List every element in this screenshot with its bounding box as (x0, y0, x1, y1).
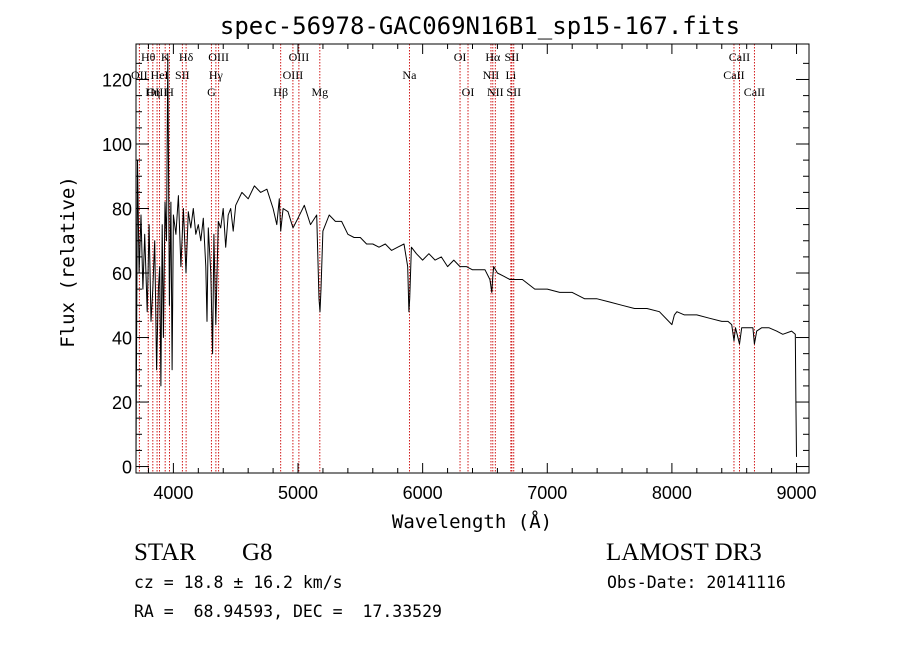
line-marker-label-25: CaII (729, 50, 750, 64)
line-marker-label-14: Hβ (273, 85, 288, 99)
line-marker-label-24: SII (506, 85, 521, 99)
object-subclass: G8 (242, 539, 273, 566)
x-tick-label-5: 9000 (777, 483, 817, 503)
plot-frame (135, 43, 810, 474)
line-marker-label-6: SII (175, 68, 190, 82)
spectrum-chart: spec-56978-GAC069N16B1_sp15-167.fits 400… (57, 12, 817, 533)
x-tick-label-0: 4000 (153, 483, 193, 503)
line-marker-label-15: Mg (311, 85, 328, 99)
y-tick-label-3: 60 (112, 264, 132, 284)
x-axis-label: Wavelength (Å) (392, 510, 552, 533)
line-marker-label-3: K (161, 50, 170, 64)
line-marker-label-26: CaII (723, 68, 744, 82)
x-tick-labels: 4000 5000 6000 7000 8000 9000 (153, 483, 816, 503)
y-tick-label-6: 120 (102, 70, 132, 90)
line-marker-label-13: OIII (283, 68, 304, 82)
x-tick-label-2: 6000 (403, 483, 443, 503)
line-marker-label-27: CaII (744, 85, 765, 99)
line-marker-label-2: OIII (147, 85, 168, 99)
survey-name: LAMOST DR3 (606, 539, 762, 566)
line-marker-label-17: OI (454, 50, 467, 64)
line-marker-label-12: OIII (289, 50, 310, 64)
line-marker-label-8: Hδ (179, 50, 194, 64)
line-marker-label-4: HeI (151, 68, 169, 82)
line-marker-label-0: Hθ (141, 50, 156, 64)
line-markers (138, 44, 755, 473)
axis-ticks (136, 44, 809, 473)
spectrum-line (135, 53, 797, 461)
line-marker-label-11: G (207, 85, 216, 99)
object-class: STAR (134, 539, 196, 566)
y-tick-label-0: 0 (122, 458, 132, 478)
x-tick-label-4: 8000 (652, 483, 692, 503)
y-tick-label-1: 20 (112, 393, 132, 413)
redshift-velocity: cz = 18.8 ± 16.2 km/s (134, 573, 343, 592)
line-marker-label-9: OIII (208, 50, 229, 64)
sky-coordinates: RA = 68.94593, DEC = 17.33529 (134, 602, 442, 621)
y-tick-labels: 0 20 40 60 80 100 120 (102, 70, 132, 477)
x-tick-label-1: 5000 (278, 483, 318, 503)
line-marker-label-23: NII (487, 85, 504, 99)
line-marker-label-20: SII (505, 50, 520, 64)
y-tick-label-4: 80 (112, 200, 132, 220)
observation-date: Obs-Date: 20141116 (607, 573, 786, 592)
line-marker-label-7: H (165, 85, 174, 99)
y-tick-label-2: 40 (112, 329, 132, 349)
y-axis-label: Flux (relative) (57, 176, 79, 348)
line-marker-label-1: OII (131, 68, 148, 82)
line-marker-label-21: NII (483, 68, 500, 82)
line-marker-label-10: Hγ (209, 68, 224, 82)
line-marker-label-16: Na (402, 68, 417, 82)
chart-title: spec-56978-GAC069N16B1_sp15-167.fits (220, 12, 740, 40)
line-marker-label-5: Hη (145, 85, 160, 99)
x-tick-label-3: 7000 (527, 483, 567, 503)
line-marker-label-19: Hα (485, 50, 501, 64)
line-marker-label-22: Li (506, 68, 517, 82)
y-tick-label-5: 100 (102, 135, 132, 155)
line-marker-label-18: OI (462, 85, 475, 99)
spectrum-series (135, 53, 797, 461)
